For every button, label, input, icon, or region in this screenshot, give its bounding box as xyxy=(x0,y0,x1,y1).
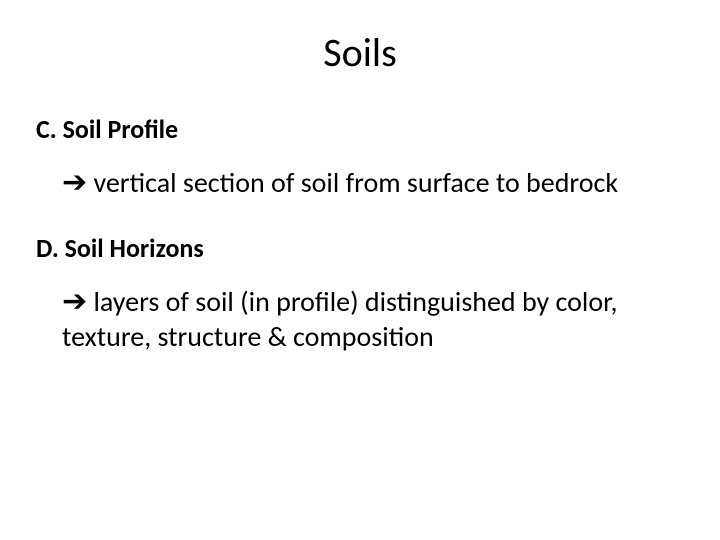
section-c-heading: C. Soil Profile xyxy=(36,113,684,145)
arrow-icon: ➔ xyxy=(62,165,87,202)
slide-title: Soils xyxy=(0,28,720,77)
section-c-text: vertical section of soil from surface to… xyxy=(93,165,618,200)
arrow-icon: ➔ xyxy=(62,284,87,321)
section-d-body: ➔ layers of soil (in profile) distinguis… xyxy=(62,284,658,355)
slide: Soils C. Soil Profile ➔ vertical section… xyxy=(0,28,720,540)
section-d-heading: D. Soil Horizons xyxy=(36,232,684,264)
section-c-body: ➔ vertical section of soil from surface … xyxy=(62,165,658,202)
section-d-text: layers of soil (in profile) distinguishe… xyxy=(62,284,617,355)
